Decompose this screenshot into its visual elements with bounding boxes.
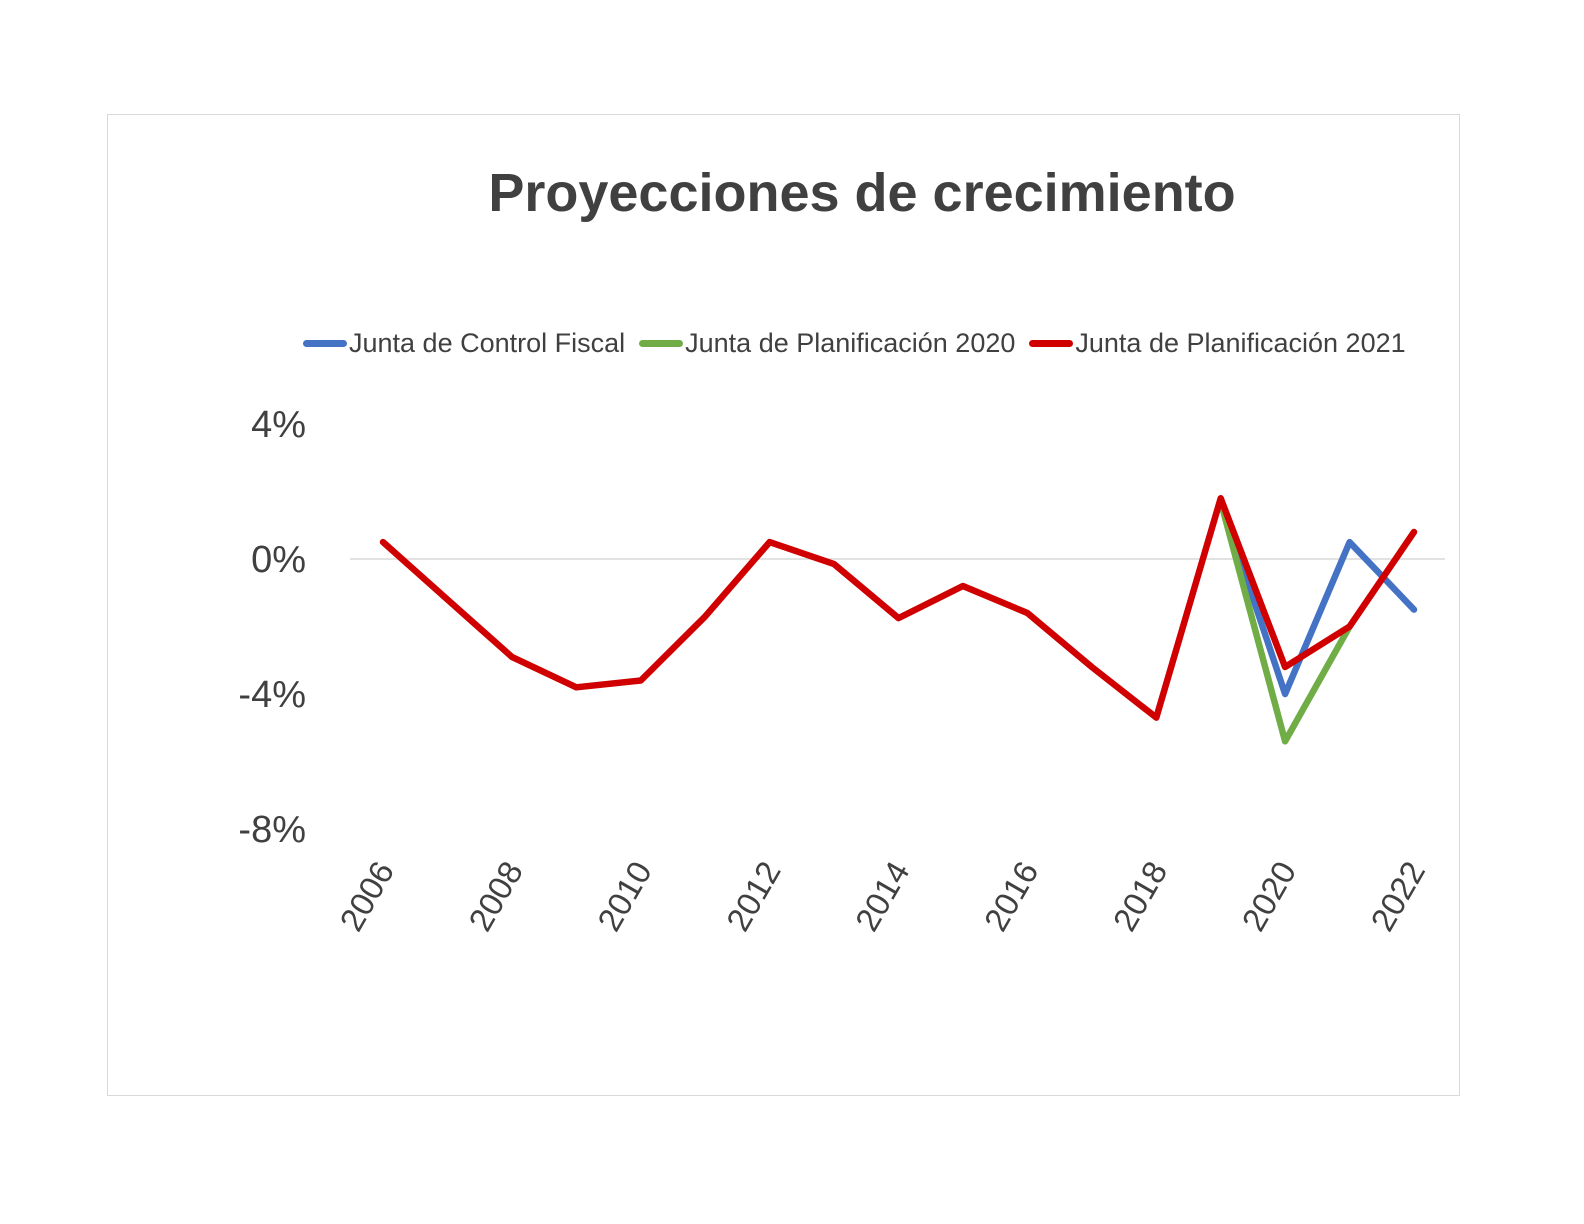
x-tick-label: 2020 xyxy=(1234,855,1303,937)
x-tick-label: 2014 xyxy=(848,855,917,937)
legend-item-planificacion-2021: Junta de Planificación 2021 xyxy=(1029,328,1406,359)
legend-item-control-fiscal: Junta de Control Fiscal xyxy=(303,328,625,359)
legend-swatch-control-fiscal xyxy=(303,340,347,347)
x-tick-label: 2012 xyxy=(719,855,788,937)
series-line-1 xyxy=(1217,498,1353,745)
chart-frame xyxy=(107,114,1460,1096)
legend-swatch-planificacion-2020 xyxy=(639,340,684,347)
y-tick-label: 0% xyxy=(251,539,306,581)
x-tick-label: 2006 xyxy=(332,855,401,937)
x-tick-label: 2010 xyxy=(590,855,659,937)
x-tick-label: 2008 xyxy=(461,855,530,937)
legend-label-planificacion-2020: Junta de Planificación 2020 xyxy=(685,328,1016,358)
x-tick-label: 2016 xyxy=(977,855,1046,937)
x-tick-label: 2022 xyxy=(1363,855,1432,937)
series-line-2 xyxy=(379,495,1418,721)
chart-title: Proyecciones de crecimiento xyxy=(488,163,1236,223)
y-tick-label: 4% xyxy=(251,404,306,446)
y-tick-label: -4% xyxy=(238,674,306,716)
legend-label-control-fiscal: Junta de Control Fiscal xyxy=(349,328,626,358)
legend-swatch-planificacion-2021 xyxy=(1029,340,1074,347)
legend: Junta de Control Fiscal Junta de Planifi… xyxy=(303,328,1420,359)
legend-label-planificacion-2021: Junta de Planificación 2021 xyxy=(1075,328,1406,358)
y-tick-label: -8% xyxy=(238,809,306,851)
x-tick-label: 2018 xyxy=(1106,855,1175,937)
legend-item-planificacion-2020: Junta de Planificación 2020 xyxy=(639,328,1015,359)
